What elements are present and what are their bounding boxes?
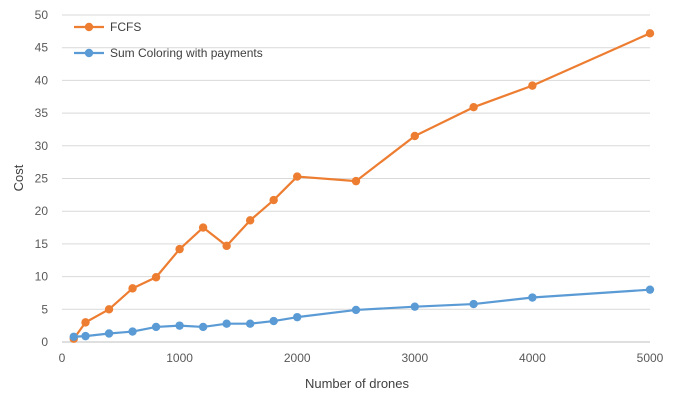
data-point (245, 319, 255, 328)
data-point (245, 216, 255, 225)
legend-entry: FCFS (74, 20, 141, 34)
data-point (293, 172, 302, 181)
data-point (269, 316, 278, 326)
series-line (73, 288, 651, 338)
data-point (269, 195, 278, 205)
data-point (81, 318, 90, 327)
data-point (198, 322, 208, 332)
data-point (104, 305, 114, 314)
data-point (293, 312, 302, 322)
data-point (410, 302, 419, 311)
y-tick-label: 50 (35, 8, 49, 22)
data-point (151, 322, 161, 332)
legend: FCFS Sum Coloring with payments (74, 20, 263, 60)
x-tick-label: 2000 (284, 351, 311, 365)
axes: 0 5 10 15 20 25 30 35 40 45 50 0 1000 2000 3000 4000 500… (35, 8, 664, 365)
y-tick-label: 20 (35, 204, 49, 218)
legend-label: Sum Coloring with payments (110, 46, 263, 60)
data-point (222, 319, 231, 328)
data-point (128, 327, 137, 336)
data-point (351, 176, 361, 186)
data-point (151, 273, 161, 282)
data-point (175, 321, 184, 330)
data-point (645, 285, 655, 294)
legend-swatch-marker (84, 22, 94, 32)
legend-swatch-marker (84, 48, 94, 58)
y-tick-label: 35 (35, 106, 49, 120)
y-axis-title: Cost (11, 164, 26, 191)
y-tick-label: 30 (35, 139, 49, 153)
data-point (175, 244, 184, 254)
data-point (528, 81, 537, 90)
data-point (198, 223, 208, 232)
y-tick-label: 25 (35, 172, 49, 186)
series-fcfs (69, 29, 655, 343)
legend-entry: Sum Coloring with payments (74, 46, 263, 60)
data-point (410, 131, 419, 141)
y-tick-label: 5 (41, 302, 48, 316)
data-point (645, 29, 655, 38)
data-point (81, 331, 90, 341)
data-point (104, 329, 114, 338)
legend-label: FCFS (110, 20, 141, 34)
data-point (69, 332, 78, 341)
x-tick-label: 3000 (401, 351, 428, 365)
y-tick-label: 0 (41, 335, 48, 349)
x-axis-title: Number of drones (305, 376, 410, 391)
series-layer (69, 29, 655, 343)
series-line (72, 32, 651, 340)
y-tick-label: 10 (35, 270, 49, 284)
x-tick-label: 5000 (637, 351, 664, 365)
x-tick-label: 0 (59, 351, 66, 365)
data-point (469, 103, 478, 112)
data-point (222, 241, 231, 251)
series-sum-coloring (69, 285, 655, 341)
data-point (351, 305, 361, 315)
x-tick-label: 1000 (166, 351, 193, 365)
y-tick-label: 15 (35, 237, 49, 251)
data-point (469, 299, 478, 309)
data-point (128, 284, 137, 293)
x-tick-label: 4000 (519, 351, 546, 365)
y-tick-label: 40 (35, 73, 49, 87)
y-tick-label: 45 (35, 41, 49, 55)
data-point (528, 293, 537, 302)
